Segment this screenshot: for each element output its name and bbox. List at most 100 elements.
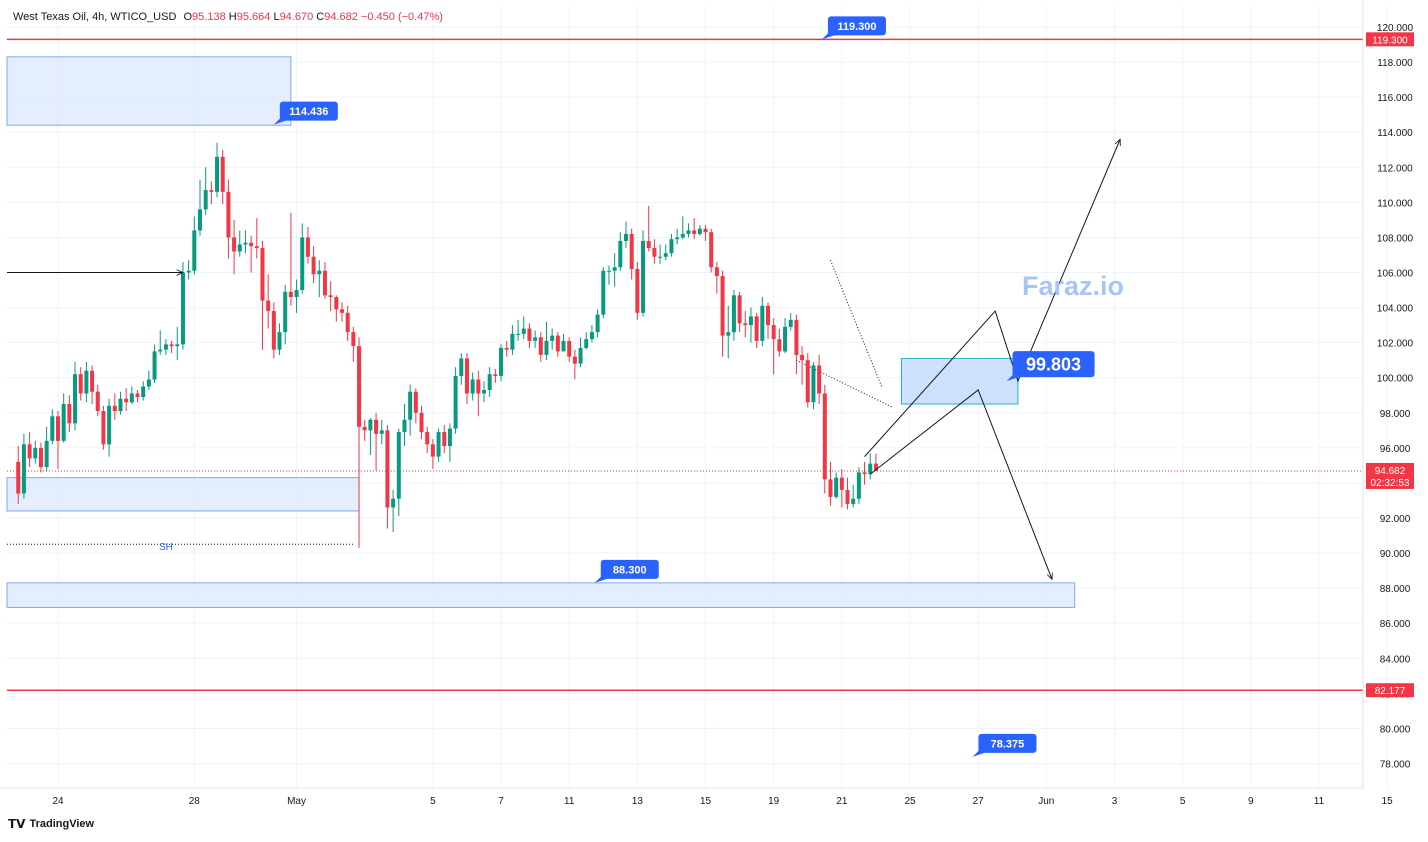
candle (606, 265, 611, 285)
candle (38, 442, 43, 473)
candle (419, 405, 424, 440)
open-value: 95.138 (192, 11, 226, 23)
candle-body (436, 432, 441, 457)
price-callout: 78.375 (972, 733, 1037, 757)
candle (249, 235, 254, 273)
candle (73, 361, 78, 431)
high-key: H (228, 11, 237, 23)
candle-body (595, 314, 600, 333)
candle (589, 325, 594, 343)
level-axis-badge (1366, 32, 1414, 47)
candle (720, 270, 725, 357)
x-tick-label: 27 (973, 796, 985, 807)
candle (135, 389, 140, 403)
x-tick-label: 5 (1180, 796, 1186, 807)
candle-body (516, 333, 521, 335)
candle (163, 339, 168, 355)
candle-body (209, 190, 214, 192)
candle (794, 314, 799, 375)
callout-label: 119.300 (837, 21, 876, 33)
candle (624, 221, 628, 248)
candle-body (652, 247, 657, 257)
candle (379, 419, 384, 445)
candle-body (709, 232, 714, 268)
candle (487, 367, 492, 397)
candles (16, 142, 878, 548)
candle-body (862, 472, 867, 475)
candle-body (686, 230, 691, 234)
y-tick-label: 112.000 (1377, 163, 1413, 174)
candle-body (482, 389, 486, 394)
candle-body (714, 267, 719, 277)
candle-body (300, 237, 305, 291)
candle-body (328, 295, 333, 298)
candle-body (703, 228, 708, 233)
candle-body (16, 461, 21, 494)
candle-body (61, 404, 66, 441)
candle-body (817, 365, 822, 394)
candle-body (277, 332, 282, 350)
candle (198, 179, 202, 236)
price-callout: 119.300 (821, 16, 886, 40)
candle (402, 404, 407, 447)
candle-body (21, 444, 26, 494)
candle-body (533, 337, 538, 341)
callout-box (978, 733, 1037, 753)
symbol-legend: West Texas Oil, 4h, WTICO_USD O95.138 H9… (13, 11, 443, 23)
candle-body (618, 240, 623, 268)
watermark-text: Faraz.io (1022, 271, 1124, 301)
candle-body (391, 498, 396, 508)
candle-body (408, 391, 413, 420)
callout-box (1012, 351, 1095, 378)
candle-body (629, 233, 634, 270)
candle (822, 384, 827, 494)
current-price-badge (1366, 462, 1414, 489)
candle-body (470, 379, 475, 394)
candle (464, 353, 469, 405)
candle-body (362, 426, 367, 431)
arrow-up-path (864, 139, 1121, 457)
candle-body (873, 463, 878, 471)
candle (90, 365, 95, 405)
candle-body (834, 477, 839, 497)
candle (33, 440, 38, 464)
candle (760, 297, 765, 347)
candle (788, 312, 793, 331)
candle-body (839, 477, 844, 490)
candle-body (828, 479, 833, 497)
y-tick-label: 88.000 (1380, 584, 1411, 595)
annotation-sh: SH (159, 542, 173, 553)
candle (805, 353, 810, 408)
candle (845, 477, 850, 510)
candle-body (811, 365, 816, 403)
candle (533, 330, 538, 348)
callout-label: 88.300 (613, 564, 647, 576)
candle-body (374, 419, 379, 434)
candle-body (152, 351, 157, 380)
candle-body (260, 247, 265, 301)
level-axis-label: 82.177 (1375, 686, 1406, 697)
candle (658, 244, 663, 264)
candle (271, 302, 276, 359)
candle-body (584, 339, 589, 348)
candle (482, 381, 486, 403)
y-tick-label: 96.000 (1380, 444, 1411, 455)
candle-body (368, 419, 373, 431)
candle-body (601, 270, 606, 315)
candle-body (294, 290, 299, 298)
callout-pointer (1006, 375, 1025, 382)
low-key: L (273, 11, 280, 23)
y-tick-label: 114.000 (1377, 128, 1413, 139)
tradingview-brand[interactable]: 𝗧𝗩 TradingView (8, 817, 94, 831)
candle (839, 468, 844, 508)
callout-label: 99.803 (1026, 355, 1081, 375)
candle (180, 261, 185, 350)
y-tick-label: 100.000 (1377, 374, 1414, 385)
candle (726, 305, 731, 359)
x-tick-label: 21 (836, 796, 848, 807)
candle-body (317, 270, 322, 275)
y-tick-label: 110.000 (1377, 198, 1413, 209)
y-tick-label: 116.000 (1377, 93, 1413, 104)
